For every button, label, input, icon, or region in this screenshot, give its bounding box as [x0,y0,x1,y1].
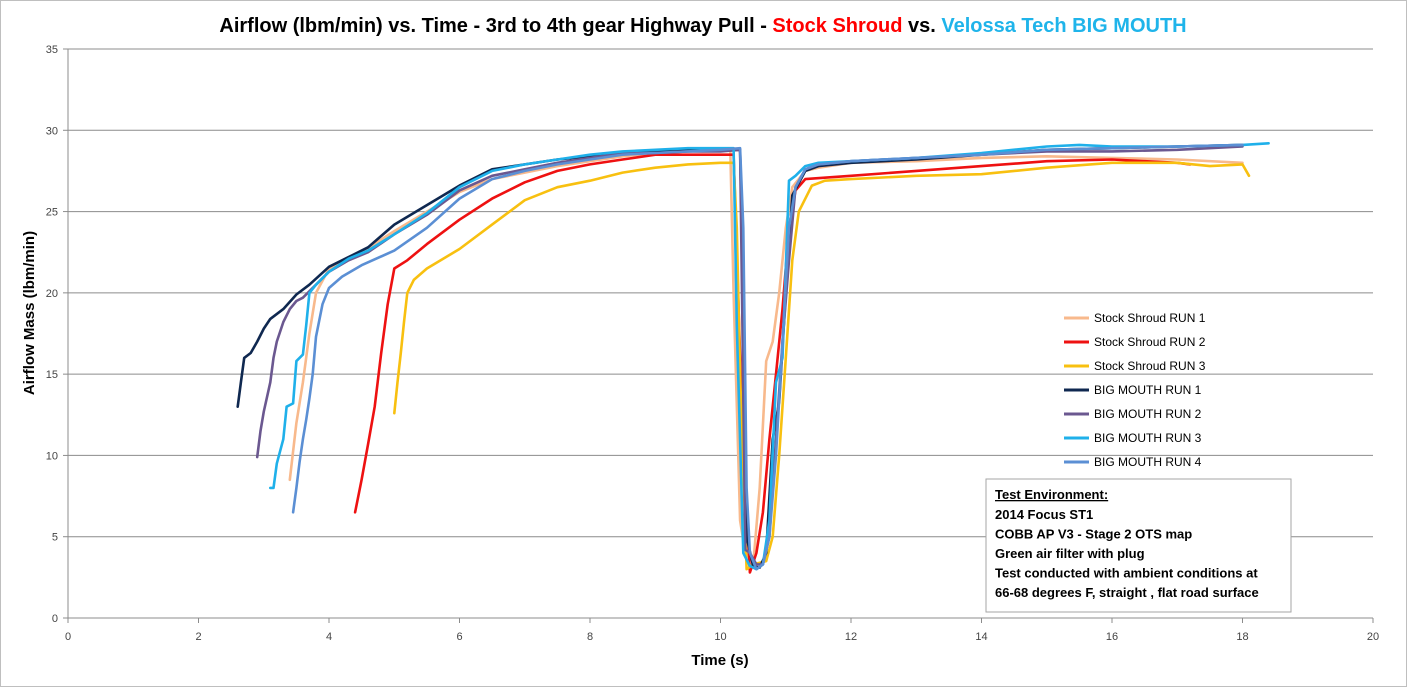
test-environment-box: Test Environment: 2014 Focus ST1 COBB AP V… [985,478,1292,613]
series-line [291,143,1244,571]
y-tick-label: 30 [46,125,58,137]
x-tick-label: 16 [1106,631,1118,643]
title-part: Airflow (lbm/min) vs. Time - 3rd to 4th … [219,15,772,37]
x-tick-label: 12 [845,631,857,643]
legend-label: BIG MOUTH RUN 4 [1094,455,1202,469]
axis-layer: 0 5 10 15 20 25 30 35 0 2 4 6 8 10 12 14 16 18 20 [46,44,1379,643]
legend-label: Stock Shroud RUN 2 [1094,335,1206,349]
annotation-line: 2014 Focus ST1 [995,507,1093,522]
x-tick-label: 6 [456,631,462,643]
legend-label: Stock Shroud RUN 3 [1094,359,1206,373]
y-tick-label: 0 [52,613,58,625]
x-axis-title: Time (s) [691,652,748,669]
title-part: vs. [902,15,941,37]
y-axis-title: Airflow Mass (lbm/min) [21,231,38,395]
x-tick-label: 18 [1236,631,1248,643]
title-part: Stock Shroud [772,15,902,37]
annotation-line: 66-68 degrees F, straight , flat road su… [995,585,1259,600]
y-tick-label: 15 [46,369,58,381]
chart-title: Airflow (lbm/min) vs. Time - 3rd to 4th … [219,15,1186,37]
y-tick-label: 25 [46,207,58,219]
legend: Stock Shroud RUN 1 Stock Shroud RUN 2 Stoc… [1064,311,1206,469]
series-line [236,143,1244,569]
annotation-line: Green air filter with plug [995,546,1145,561]
y-tick-label: 5 [52,532,58,544]
x-tick-label: 8 [587,631,593,643]
x-tick-label: 14 [975,631,987,643]
annotation-line: Test conducted with ambient conditions a… [995,566,1258,581]
y-tick-label: 35 [46,44,58,56]
annotation-box [985,478,1292,613]
series-layer [236,142,1270,574]
x-tick-label: 20 [1367,631,1379,643]
title-part: Velossa Tech BIG MOUTH [941,15,1186,37]
x-tick-label: 2 [195,631,201,643]
x-tick-label: 0 [65,631,71,643]
legend-label: Stock Shroud RUN 1 [1094,311,1206,325]
annotation-title: Test Environment: [995,487,1108,502]
series-line [392,161,1251,571]
x-tick-label: 4 [326,631,332,643]
legend-label: BIG MOUTH RUN 3 [1094,431,1202,445]
annotation-line: COBB AP V3 - Stage 2 OTS map [995,527,1192,542]
y-tick-label: 20 [46,288,58,300]
x-tick-label: 10 [714,631,726,643]
y-tick-label: 10 [46,450,58,462]
legend-label: BIG MOUTH RUN 2 [1094,407,1202,421]
legend-label: BIG MOUTH RUN 1 [1094,383,1202,397]
